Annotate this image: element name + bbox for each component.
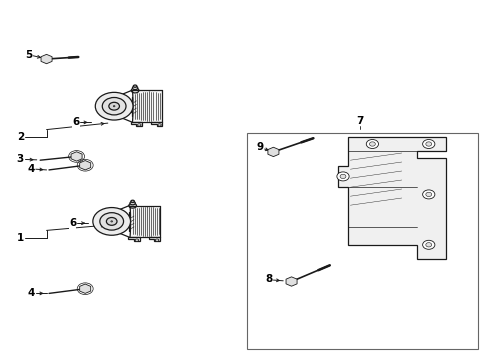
Ellipse shape <box>133 85 137 87</box>
Polygon shape <box>128 237 140 241</box>
Ellipse shape <box>111 221 113 222</box>
Ellipse shape <box>426 142 432 146</box>
Ellipse shape <box>131 200 134 202</box>
Ellipse shape <box>422 190 435 199</box>
Text: 8: 8 <box>265 274 272 284</box>
Ellipse shape <box>369 142 375 146</box>
Ellipse shape <box>93 208 130 235</box>
Ellipse shape <box>155 239 159 241</box>
Polygon shape <box>103 216 128 226</box>
Ellipse shape <box>426 243 432 247</box>
Ellipse shape <box>366 140 378 149</box>
Text: 2: 2 <box>17 132 24 142</box>
Ellipse shape <box>337 172 349 181</box>
Text: 1: 1 <box>17 233 24 243</box>
Polygon shape <box>129 206 160 237</box>
Ellipse shape <box>138 124 141 126</box>
Ellipse shape <box>102 98 126 115</box>
Polygon shape <box>132 90 162 122</box>
Ellipse shape <box>135 239 139 241</box>
Ellipse shape <box>129 203 137 208</box>
Text: 6: 6 <box>73 117 79 127</box>
Ellipse shape <box>132 86 138 90</box>
Text: 4: 4 <box>27 164 35 174</box>
Ellipse shape <box>95 93 133 120</box>
Ellipse shape <box>100 213 123 230</box>
Text: 4: 4 <box>27 288 35 298</box>
Text: 6: 6 <box>69 218 76 228</box>
Polygon shape <box>148 237 160 241</box>
Ellipse shape <box>130 202 135 205</box>
Bar <box>247 133 478 349</box>
Ellipse shape <box>422 140 435 149</box>
Ellipse shape <box>422 240 435 249</box>
Ellipse shape <box>426 192 432 197</box>
Polygon shape <box>151 122 162 126</box>
Text: 9: 9 <box>256 142 263 152</box>
Ellipse shape <box>340 174 346 179</box>
Text: 7: 7 <box>356 116 364 126</box>
Ellipse shape <box>109 102 120 110</box>
Polygon shape <box>131 122 142 126</box>
Ellipse shape <box>131 88 139 93</box>
Polygon shape <box>338 137 446 259</box>
Ellipse shape <box>106 217 117 225</box>
Ellipse shape <box>113 105 115 107</box>
Ellipse shape <box>158 124 161 126</box>
Polygon shape <box>106 101 131 111</box>
Text: 3: 3 <box>16 154 23 165</box>
Text: 5: 5 <box>25 50 32 60</box>
